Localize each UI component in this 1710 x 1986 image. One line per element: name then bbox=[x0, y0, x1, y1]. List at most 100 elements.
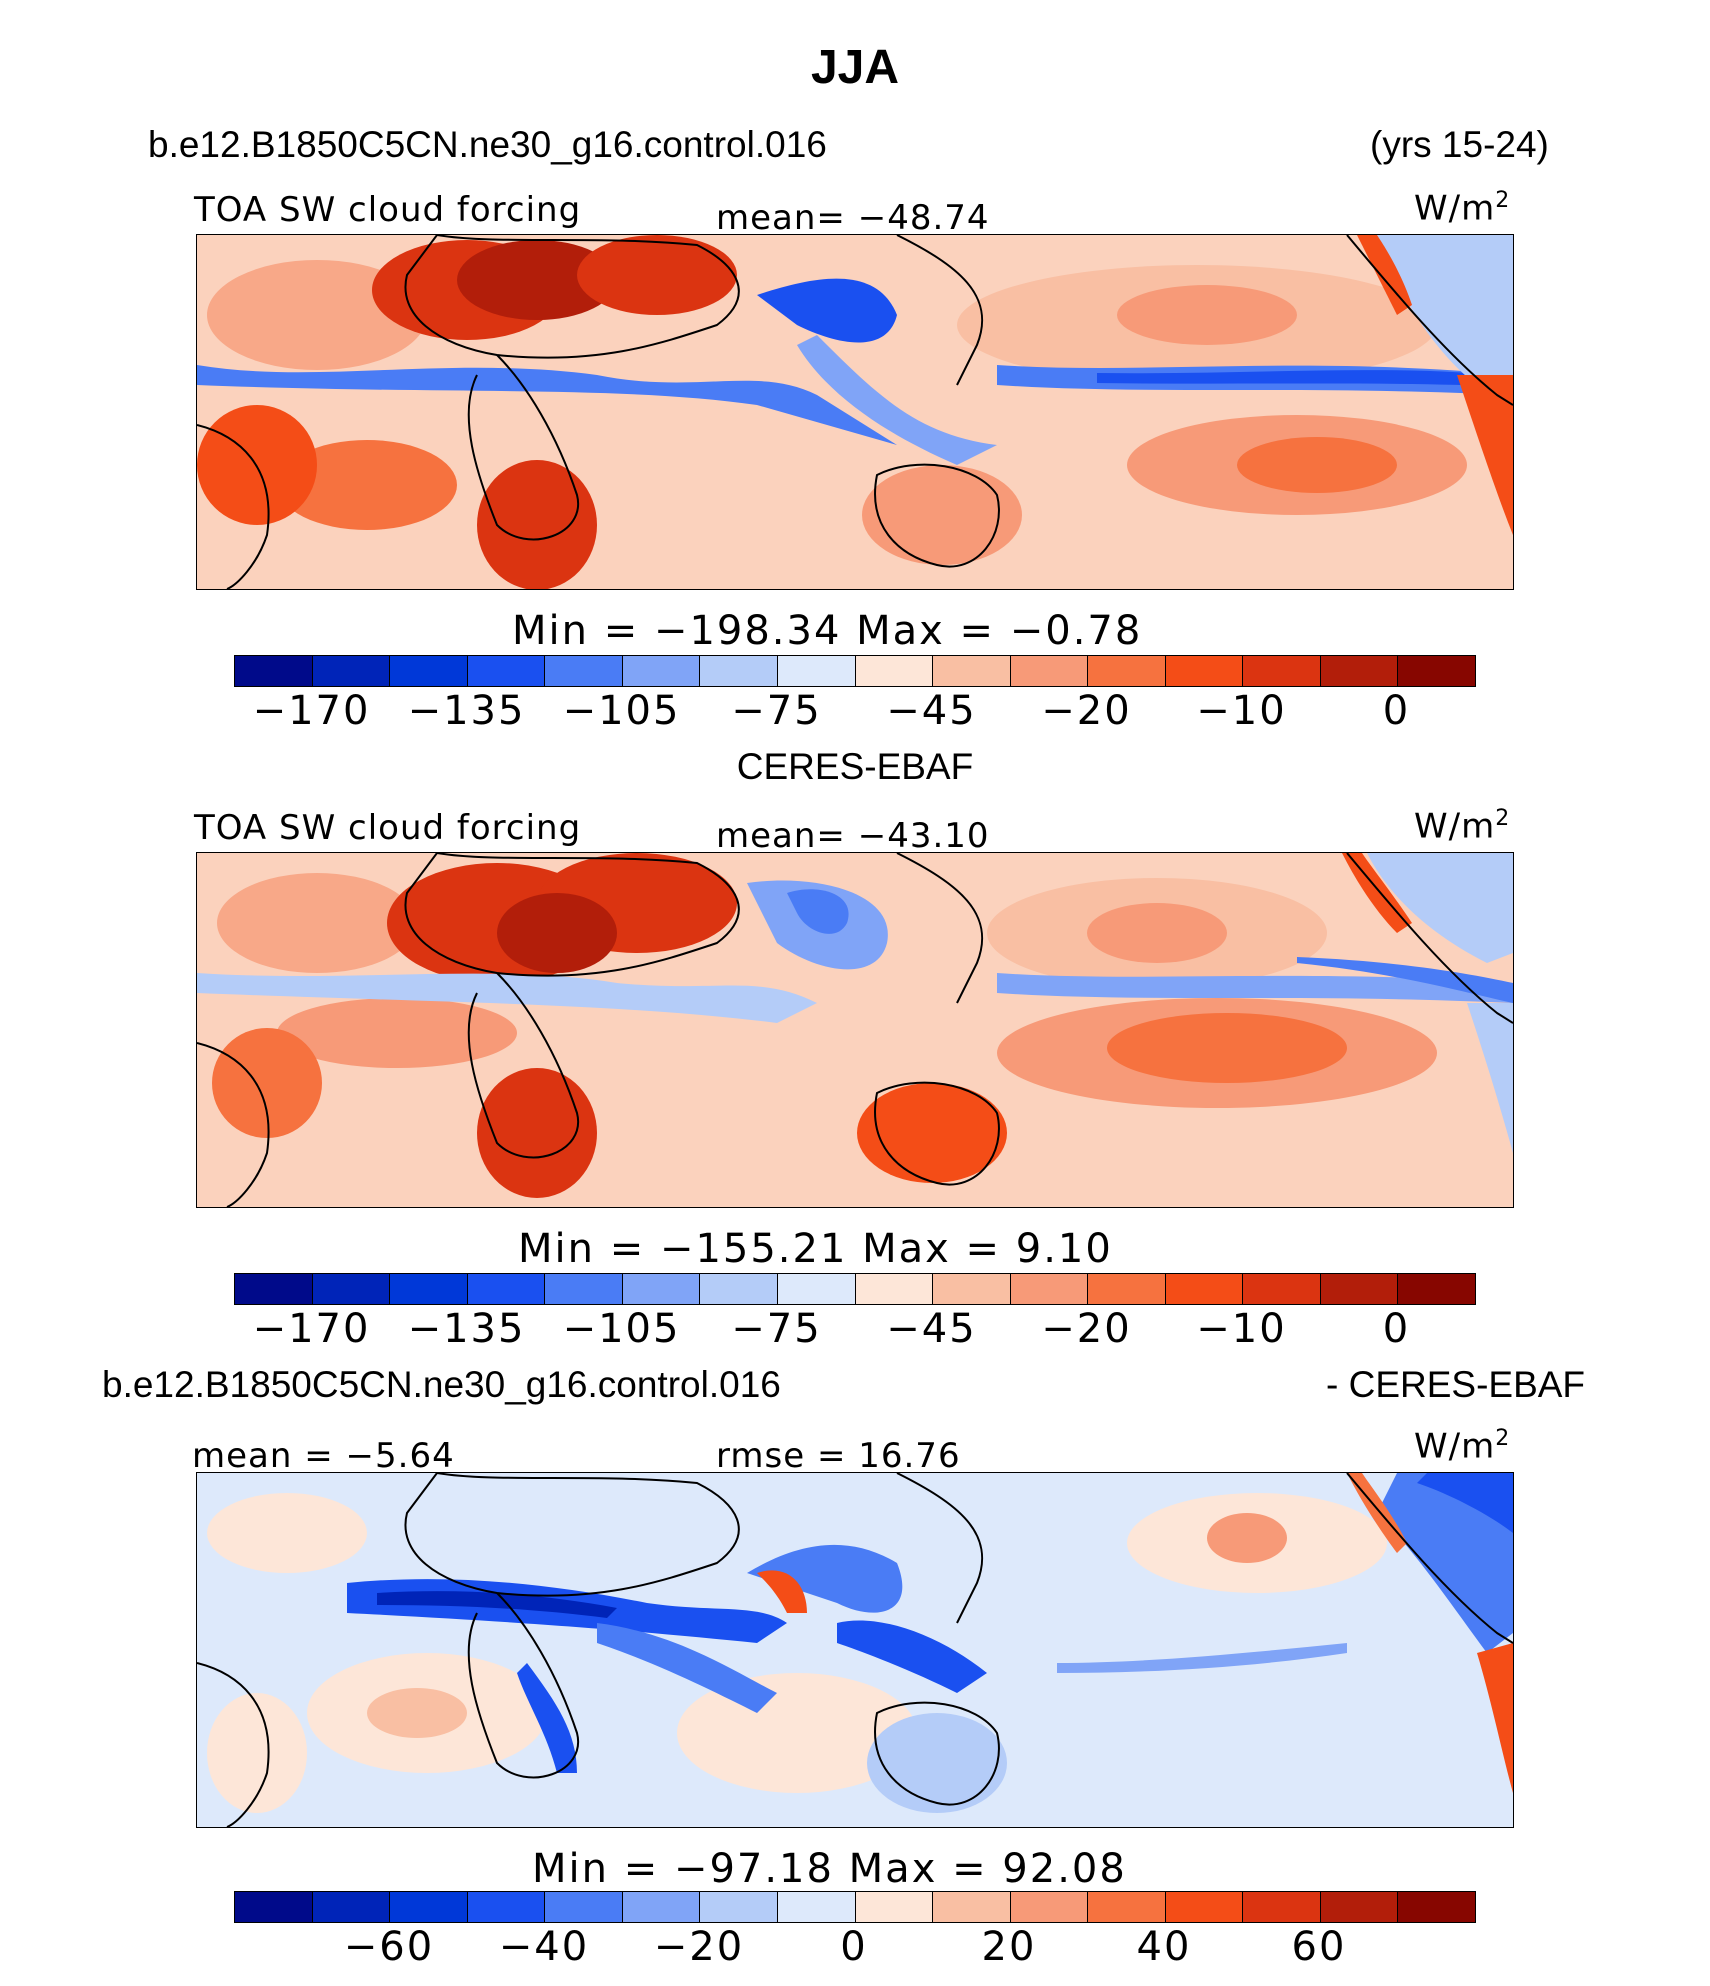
colorbar-obs-ticks: −170 −135 −105 −75 −45 −20 −10 0 bbox=[0, 1306, 1710, 1356]
colorbar-swatch bbox=[700, 1892, 778, 1922]
colorbar-tick-label: 60 bbox=[1291, 1924, 1347, 1970]
colorbar-swatch bbox=[1010, 1892, 1089, 1922]
panel-obs-label: TOA SW cloud forcing bbox=[194, 808, 582, 848]
colorbar-swatch bbox=[235, 656, 313, 686]
colorbar-obs bbox=[234, 1273, 1476, 1305]
colorbar-tick-label: −10 bbox=[1196, 1306, 1287, 1352]
colorbar-swatch bbox=[777, 1892, 856, 1922]
colorbar-tick-label: −135 bbox=[407, 688, 526, 734]
colorbar-swatch bbox=[777, 1274, 856, 1304]
colorbar-swatch bbox=[855, 1892, 934, 1922]
colorbar-swatch bbox=[312, 656, 391, 686]
colorbar-swatch bbox=[545, 1274, 623, 1304]
panel-obs-title: CERES-EBAF bbox=[736, 746, 974, 787]
map-model-field bbox=[197, 235, 1513, 589]
colorbar-swatch bbox=[1243, 656, 1321, 686]
colorbar-swatch bbox=[777, 656, 856, 686]
colorbar-tick-label: −135 bbox=[407, 1306, 526, 1352]
colorbar-swatch bbox=[390, 656, 468, 686]
colorbar-swatch bbox=[622, 656, 701, 686]
colorbar-swatch bbox=[467, 1892, 546, 1922]
colorbar-model bbox=[234, 655, 1476, 687]
panel-model-label: TOA SW cloud forcing bbox=[194, 190, 582, 230]
colorbar-swatch bbox=[1243, 1274, 1321, 1304]
colorbar-tick-label: −40 bbox=[498, 1924, 590, 1970]
map-diff-field bbox=[197, 1473, 1513, 1827]
panel-diff-units: W/m2 bbox=[1414, 1426, 1511, 1467]
colorbar-swatch bbox=[933, 1274, 1011, 1304]
colorbar-model-ticks: −170 −135 −105 −75 −45 −20 −10 0 bbox=[0, 688, 1710, 738]
panel-diff-minmax: Min = −97.18 Max = 92.08 bbox=[532, 1846, 1127, 1892]
colorbar-swatch bbox=[1320, 1892, 1399, 1922]
colorbar-tick-label: −170 bbox=[252, 1306, 371, 1352]
colorbar-swatch bbox=[1010, 1274, 1089, 1304]
colorbar-swatch bbox=[545, 656, 623, 686]
colorbar-swatch bbox=[855, 656, 934, 686]
panel-diff-ref: - CERES-EBAF bbox=[1326, 1364, 1586, 1405]
map-obs bbox=[196, 852, 1514, 1208]
colorbar-swatch bbox=[933, 1892, 1011, 1922]
colorbar-swatch bbox=[1088, 656, 1166, 686]
colorbar-swatch bbox=[700, 656, 778, 686]
colorbar-swatch bbox=[1165, 656, 1244, 686]
panel-obs-units: W/m2 bbox=[1414, 806, 1511, 847]
colorbar-tick-label: −105 bbox=[562, 1306, 681, 1352]
colorbar-tick-label: −20 bbox=[653, 1924, 745, 1970]
colorbar-swatch bbox=[855, 1274, 934, 1304]
colorbar-swatch bbox=[1088, 1892, 1166, 1922]
map-diff bbox=[196, 1472, 1514, 1828]
colorbar-swatch bbox=[235, 1892, 313, 1922]
page-title: JJA bbox=[810, 41, 900, 94]
colorbar-swatch bbox=[312, 1274, 391, 1304]
colorbar-swatch bbox=[1243, 1892, 1321, 1922]
colorbar-tick-label: 0 bbox=[1382, 1306, 1411, 1352]
colorbar-swatch bbox=[700, 1274, 778, 1304]
colorbar-swatch bbox=[1398, 1274, 1475, 1304]
colorbar-swatch bbox=[622, 1274, 701, 1304]
colorbar-swatch bbox=[1010, 656, 1089, 686]
case-name: b.e12.B1850C5CN.ne30_g16.control.016 bbox=[148, 124, 827, 165]
colorbar-swatch bbox=[545, 1892, 623, 1922]
panel-obs-mean: mean= −43.10 bbox=[716, 816, 990, 856]
colorbar-tick-label: −10 bbox=[1196, 688, 1287, 734]
colorbar-tick-label: −170 bbox=[252, 688, 371, 734]
colorbar-swatch bbox=[1088, 1274, 1166, 1304]
colorbar-swatch bbox=[390, 1274, 468, 1304]
colorbar-swatch bbox=[467, 656, 546, 686]
colorbar-swatch bbox=[1165, 1892, 1244, 1922]
colorbar-swatch bbox=[933, 656, 1011, 686]
panel-obs-minmax: Min = −155.21 Max = 9.10 bbox=[518, 1226, 1113, 1272]
panel-diff-mean: mean = −5.64 bbox=[192, 1436, 455, 1476]
years-range: (yrs 15-24) bbox=[1370, 124, 1549, 165]
map-obs-field bbox=[197, 853, 1513, 1207]
colorbar-swatch bbox=[390, 1892, 468, 1922]
colorbar-swatch bbox=[312, 1892, 391, 1922]
colorbar-diff bbox=[234, 1891, 1476, 1923]
map-model bbox=[196, 234, 1514, 590]
colorbar-swatch bbox=[1398, 656, 1475, 686]
colorbar-tick-label: −75 bbox=[731, 688, 822, 734]
colorbar-swatch bbox=[235, 1274, 313, 1304]
colorbar-swatch bbox=[1320, 1274, 1399, 1304]
panel-model-mean: mean= −48.74 bbox=[716, 198, 990, 238]
colorbar-tick-label: −60 bbox=[343, 1924, 435, 1970]
colorbar-swatch bbox=[1320, 656, 1399, 686]
colorbar-swatch bbox=[1398, 1892, 1475, 1922]
colorbar-swatch bbox=[622, 1892, 701, 1922]
colorbar-tick-label: −45 bbox=[886, 688, 977, 734]
panel-diff-case: b.e12.B1850C5CN.ne30_g16.control.016 bbox=[102, 1364, 781, 1405]
colorbar-tick-label: −105 bbox=[562, 688, 681, 734]
colorbar-tick-label: 20 bbox=[981, 1924, 1037, 1970]
colorbar-tick-label: −75 bbox=[731, 1306, 822, 1352]
colorbar-tick-label: −45 bbox=[886, 1306, 977, 1352]
colorbar-tick-label: 0 bbox=[1382, 688, 1411, 734]
colorbar-tick-label: 40 bbox=[1136, 1924, 1192, 1970]
colorbar-tick-label: 0 bbox=[840, 1924, 868, 1970]
colorbar-swatch bbox=[467, 1274, 546, 1304]
panel-model-units: W/m2 bbox=[1414, 188, 1511, 229]
colorbar-swatch bbox=[1165, 1274, 1244, 1304]
panel-diff-rmse: rmse = 16.76 bbox=[716, 1436, 961, 1476]
colorbar-diff-ticks: −60 −40 −20 0 20 40 60 bbox=[0, 1924, 1710, 1974]
panel-model-minmax: Min = −198.34 Max = −0.78 bbox=[512, 608, 1143, 654]
colorbar-tick-label: −20 bbox=[1041, 688, 1132, 734]
